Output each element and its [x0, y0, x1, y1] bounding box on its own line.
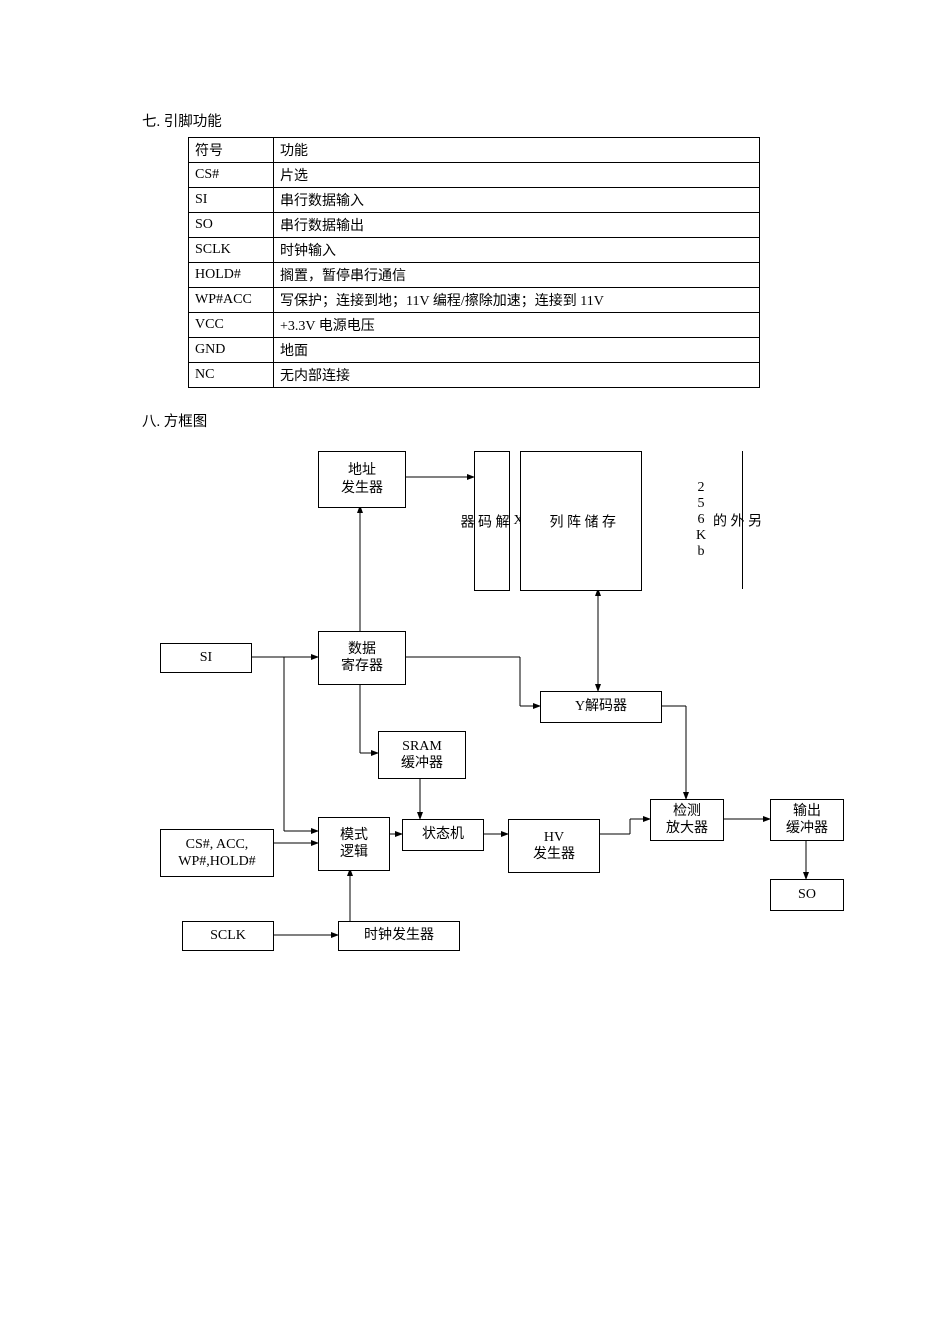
block-mode_logic: 模式 逻辑	[318, 817, 390, 871]
table-row: SI串行数据输入	[189, 188, 760, 213]
table-row: SO串行数据输出	[189, 213, 760, 238]
table-row: GND地面	[189, 338, 760, 363]
table-header-row: 符号 功能	[189, 138, 760, 163]
table-row: CS#片选	[189, 163, 760, 188]
block-addr_gen: 地址 发生器	[318, 451, 406, 508]
block-clk_gen: 时钟发生器	[338, 921, 460, 951]
col-header-function: 功能	[274, 138, 760, 163]
pin-function-table: 符号 功能 CS#片选 SI串行数据输入 SO串行数据输出 SCLK时钟输入 H…	[188, 137, 760, 388]
block-sclk: SCLK	[182, 921, 274, 951]
block-data_reg: 数据 寄存器	[318, 631, 406, 685]
section8-title: 八. 方框图	[142, 410, 820, 431]
block-cs_acc: CS#, ACC, WP#,HOLD#	[160, 829, 274, 877]
section7-title: 七. 引脚功能	[142, 110, 820, 131]
block-extra: 另 外 的 256Kb	[712, 451, 743, 589]
document-page: 七. 引脚功能 符号 功能 CS#片选 SI串行数据输入 SO串行数据输出 SC…	[0, 0, 950, 1201]
block-y_dec: Y解码器	[540, 691, 662, 723]
block-state_machine: 状态机	[402, 819, 484, 851]
block-x_dec: X 解 码 器	[474, 451, 510, 591]
block-sram_buf: SRAM 缓冲器	[378, 731, 466, 779]
block-detect_amp: 检测 放大器	[650, 799, 724, 841]
table-row: SCLK时钟输入	[189, 238, 760, 263]
table-row: HOLD#搁置，暂停串行通信	[189, 263, 760, 288]
table-row: VCC+3.3V 电源电压	[189, 313, 760, 338]
block-hv_gen: HV 发生器	[508, 819, 600, 873]
block-out_buf: 输出 缓冲器	[770, 799, 844, 841]
table-row: NC无内部连接	[189, 363, 760, 388]
block-so: SO	[770, 879, 844, 911]
col-header-symbol: 符号	[189, 138, 274, 163]
block-mem_array: 存 储 阵 列	[520, 451, 642, 591]
block-si: SI	[160, 643, 252, 673]
table-row: WP#ACC写保护；连接到地；11V 编程/擦除加速；连接到 11V	[189, 288, 760, 313]
block-diagram: 地址 发生器 X 解 码 器存 储 阵 列 另 外 的 256Kb SI 数据 寄存器 Y…	[160, 441, 860, 1001]
